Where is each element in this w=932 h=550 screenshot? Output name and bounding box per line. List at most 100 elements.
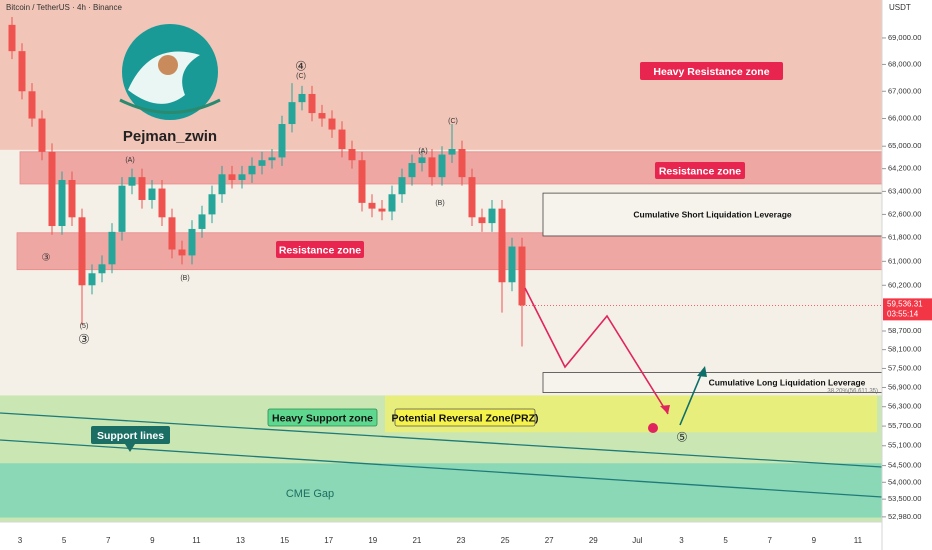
wave-label: ⑤ [676,429,688,444]
candle-body [388,194,396,212]
y-tick-label: 58,700.00 [888,326,921,335]
candle-body [78,217,86,286]
candle-body [488,208,496,224]
y-tick-label: 61,800.00 [888,233,921,242]
candle-body [438,154,446,178]
zone [19,151,883,185]
y-tick-label: 64,200.00 [888,164,921,173]
candle-body [108,231,116,265]
candle-body [298,93,306,103]
candle-body [88,273,96,286]
y-tick-label: 61,000.00 [888,256,921,265]
candle-body [518,246,526,306]
x-tick-label: 21 [412,536,421,545]
y-tick-label: 58,100.00 [888,345,921,354]
label-box [655,162,745,179]
projection-path [679,369,704,426]
x-tick-label: 15 [280,536,289,545]
y-tick-label: 69,000.00 [888,33,921,42]
candle-body [418,157,426,164]
candle-body [118,185,126,232]
x-tick-label: 9 [150,536,155,545]
candle-body [208,194,216,215]
candle-body [408,163,416,178]
candle-body [448,149,456,155]
price-axis [882,0,932,550]
candle-body [58,179,66,227]
fib-label: 38.20%(56,611.35) [827,389,878,395]
candle-body [238,174,246,180]
candle-body [338,129,346,150]
y-tick-label: 67,000.00 [888,86,921,95]
x-tick-label: 9 [812,536,817,545]
candle-body [218,174,226,195]
wave-label: (B) [435,200,444,207]
annotation: Heavy Support zone [272,412,373,424]
candle-body [228,174,236,180]
wave-label: (C) [448,118,458,125]
candle-body [288,102,296,125]
candle-body [178,249,186,256]
chart-title: Bitcoin / TetherUS · 4h · Binance [6,3,122,12]
label-box [91,426,170,444]
wave-label: (C) [296,73,306,80]
candle-body [328,118,336,130]
currency: USDT [889,3,911,12]
candle-body [138,177,146,200]
y-tick-label: 63,400.00 [888,186,921,195]
price-tag [883,298,932,321]
projection-path [524,287,669,415]
label-box [267,408,378,427]
x-tick-label: 7 [106,536,111,545]
wave-label: (A) [125,157,134,164]
x-tick-label: 13 [236,536,245,545]
annotation: Resistance zone [659,165,741,177]
candle-body [308,93,316,114]
support-line [0,412,883,468]
wave-label: ③ [42,253,51,264]
candle-body [168,217,176,250]
candle-body [188,228,196,256]
y-tick-label: 55,700.00 [888,421,921,430]
candle-body [398,177,406,195]
wave-label: (5) [80,323,89,330]
wave-label: ④ [295,58,307,73]
arrow-head [660,405,670,414]
author: Pejman_zwin [123,128,217,145]
y-tick-label: 68,000.00 [888,59,921,68]
candle-body [158,188,166,218]
candle-body [368,202,376,209]
x-tick-label: 7 [767,536,772,545]
candle-body [248,165,256,175]
support-line [0,439,883,498]
candle-body [318,113,326,119]
y-tick-label: 54,500.00 [888,461,921,470]
candle-body [68,179,76,218]
arrow-head [697,366,707,377]
wave-label: ③ [78,331,90,346]
label-box [394,408,536,427]
x-tick-label: 25 [501,536,510,545]
x-tick-label: Jul [632,536,642,545]
y-tick-label: 56,900.00 [888,382,921,391]
x-tick-label: 17 [324,536,333,545]
annotation: CME Gap [286,488,334,500]
annotation: Potential Reversal Zone(PRZ) [391,412,538,424]
annotation: Support lines [97,430,164,442]
candle-body [478,217,486,224]
candle-body [98,264,106,274]
wave-label: (A) [418,148,427,155]
candle-body [18,51,26,92]
x-tick-label: 3 [18,536,23,545]
candle-body [128,177,136,186]
target-icon [648,423,658,433]
logo [119,24,221,120]
y-tick-label: 53,500.00 [888,494,921,503]
y-tick-label: 60,200.00 [888,280,921,289]
y-tick-label: 62,600.00 [888,209,921,218]
zone [0,463,882,518]
zone [16,232,883,271]
annotation: Heavy Resistance zone [653,66,769,78]
y-tick-label: 56,300.00 [888,402,921,411]
